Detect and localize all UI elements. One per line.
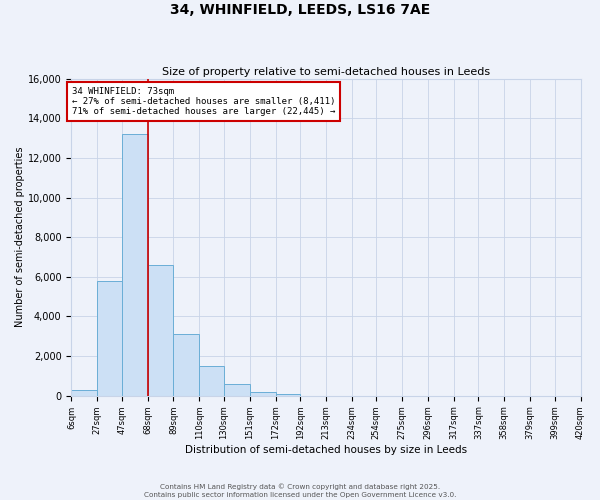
Text: 34 WHINFIELD: 73sqm
← 27% of semi-detached houses are smaller (8,411)
71% of sem: 34 WHINFIELD: 73sqm ← 27% of semi-detach…: [72, 86, 335, 117]
Bar: [122, 134, 148, 396]
Bar: [199, 366, 224, 396]
Bar: [224, 384, 250, 396]
Text: 34, WHINFIELD, LEEDS, LS16 7AE: 34, WHINFIELD, LEEDS, LS16 7AE: [170, 2, 430, 16]
Bar: [250, 392, 275, 396]
Bar: [97, 281, 122, 396]
Bar: [71, 390, 97, 396]
Y-axis label: Number of semi-detached properties: Number of semi-detached properties: [15, 147, 25, 328]
Bar: [148, 265, 173, 396]
Text: Contains HM Land Registry data © Crown copyright and database right 2025.
Contai: Contains HM Land Registry data © Crown c…: [144, 484, 456, 498]
Bar: [173, 334, 199, 396]
X-axis label: Distribution of semi-detached houses by size in Leeds: Distribution of semi-detached houses by …: [185, 445, 467, 455]
Bar: [275, 394, 300, 396]
Title: Size of property relative to semi-detached houses in Leeds: Size of property relative to semi-detach…: [162, 66, 490, 76]
